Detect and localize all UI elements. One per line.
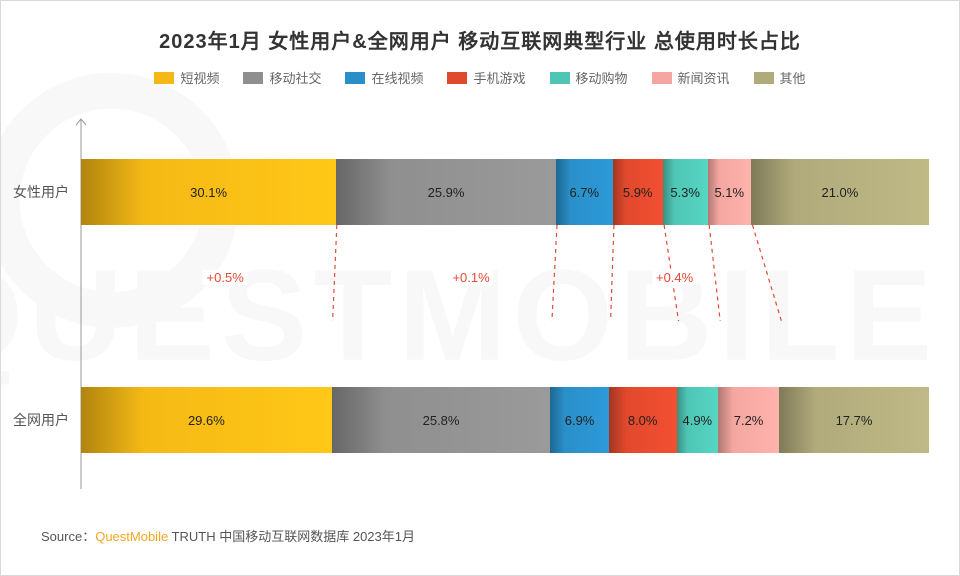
source-lead: Source： bbox=[41, 529, 95, 544]
diff-layer: +0.5% +0.1% +0.4% bbox=[81, 225, 929, 321]
diff-connector-svg bbox=[81, 225, 929, 321]
chart-title: 2023年1月 女性用户&全网用户 移动互联网典型行业 总使用时长占比 bbox=[1, 25, 959, 54]
diff-label: +0.1% bbox=[448, 270, 493, 285]
legend-item: 新闻资讯 bbox=[652, 68, 730, 87]
bar-wrap: 30.1%25.9%6.7%5.9%5.3%5.1%21.0% bbox=[81, 159, 929, 225]
legend-swatch bbox=[154, 72, 174, 84]
bar-segment: 29.6% bbox=[81, 387, 332, 453]
legend-item: 在线视频 bbox=[345, 68, 423, 87]
legend-swatch bbox=[243, 72, 263, 84]
bar-segment: 8.0% bbox=[609, 387, 677, 453]
legend-item: 手机游戏 bbox=[447, 68, 525, 87]
legend-swatch bbox=[652, 72, 672, 84]
bar-segment: 6.7% bbox=[556, 159, 613, 225]
legend-item: 其他 bbox=[754, 68, 806, 87]
legend: 短视频 移动社交 在线视频 手机游戏 移动购物 新闻资讯 其他 bbox=[1, 68, 959, 87]
bar-segment: 17.7% bbox=[779, 387, 929, 453]
bar-segment: 7.2% bbox=[718, 387, 779, 453]
diff-label: +0.4% bbox=[652, 270, 697, 285]
legend-label: 短视频 bbox=[180, 68, 219, 87]
chart-frame: QUESTMOBILE 2023年1月 女性用户&全网用户 移动互联网典型行业 … bbox=[0, 0, 960, 576]
bar-row-all: 全网用户 29.6%25.8%6.9%8.0%4.9%7.2%17.7% bbox=[81, 387, 929, 453]
bar-segment: 30.1% bbox=[81, 159, 336, 225]
legend-label: 手机游戏 bbox=[473, 68, 525, 87]
legend-label: 其他 bbox=[780, 68, 806, 87]
bar-segment: 5.3% bbox=[663, 159, 708, 225]
legend-label: 在线视频 bbox=[371, 68, 423, 87]
chart-area: 女性用户 30.1%25.9%6.7%5.9%5.3%5.1%21.0% +0.… bbox=[81, 131, 929, 461]
row-label: 女性用户 bbox=[13, 182, 69, 202]
diff-label: +0.5% bbox=[203, 270, 248, 285]
bar-segment: 4.9% bbox=[677, 387, 719, 453]
legend-swatch bbox=[447, 72, 467, 84]
legend-label: 移动购物 bbox=[576, 68, 628, 87]
source-line: Source：QuestMobile TRUTH 中国移动互联网数据库 2023… bbox=[41, 526, 415, 545]
bar-segment: 5.9% bbox=[613, 159, 663, 225]
bar-segment: 25.8% bbox=[332, 387, 551, 453]
bar-segment: 21.0% bbox=[751, 159, 929, 225]
legend-item: 短视频 bbox=[154, 68, 219, 87]
legend-swatch bbox=[754, 72, 774, 84]
bar-segment: 6.9% bbox=[550, 387, 608, 453]
bar-segment: 25.9% bbox=[336, 159, 556, 225]
source-brand: QuestMobile bbox=[95, 529, 168, 544]
row-label: 全网用户 bbox=[13, 410, 69, 430]
legend-label: 移动社交 bbox=[269, 68, 321, 87]
legend-swatch bbox=[550, 72, 570, 84]
bar-segment: 5.1% bbox=[708, 159, 751, 225]
legend-label: 新闻资讯 bbox=[678, 68, 730, 87]
legend-item: 移动购物 bbox=[550, 68, 628, 87]
legend-item: 移动社交 bbox=[243, 68, 321, 87]
bar-row-female: 女性用户 30.1%25.9%6.7%5.9%5.3%5.1%21.0% bbox=[81, 159, 929, 225]
legend-swatch bbox=[345, 72, 365, 84]
source-rest: TRUTH 中国移动互联网数据库 2023年1月 bbox=[168, 529, 415, 544]
bar-wrap: 29.6%25.8%6.9%8.0%4.9%7.2%17.7% bbox=[81, 387, 929, 453]
